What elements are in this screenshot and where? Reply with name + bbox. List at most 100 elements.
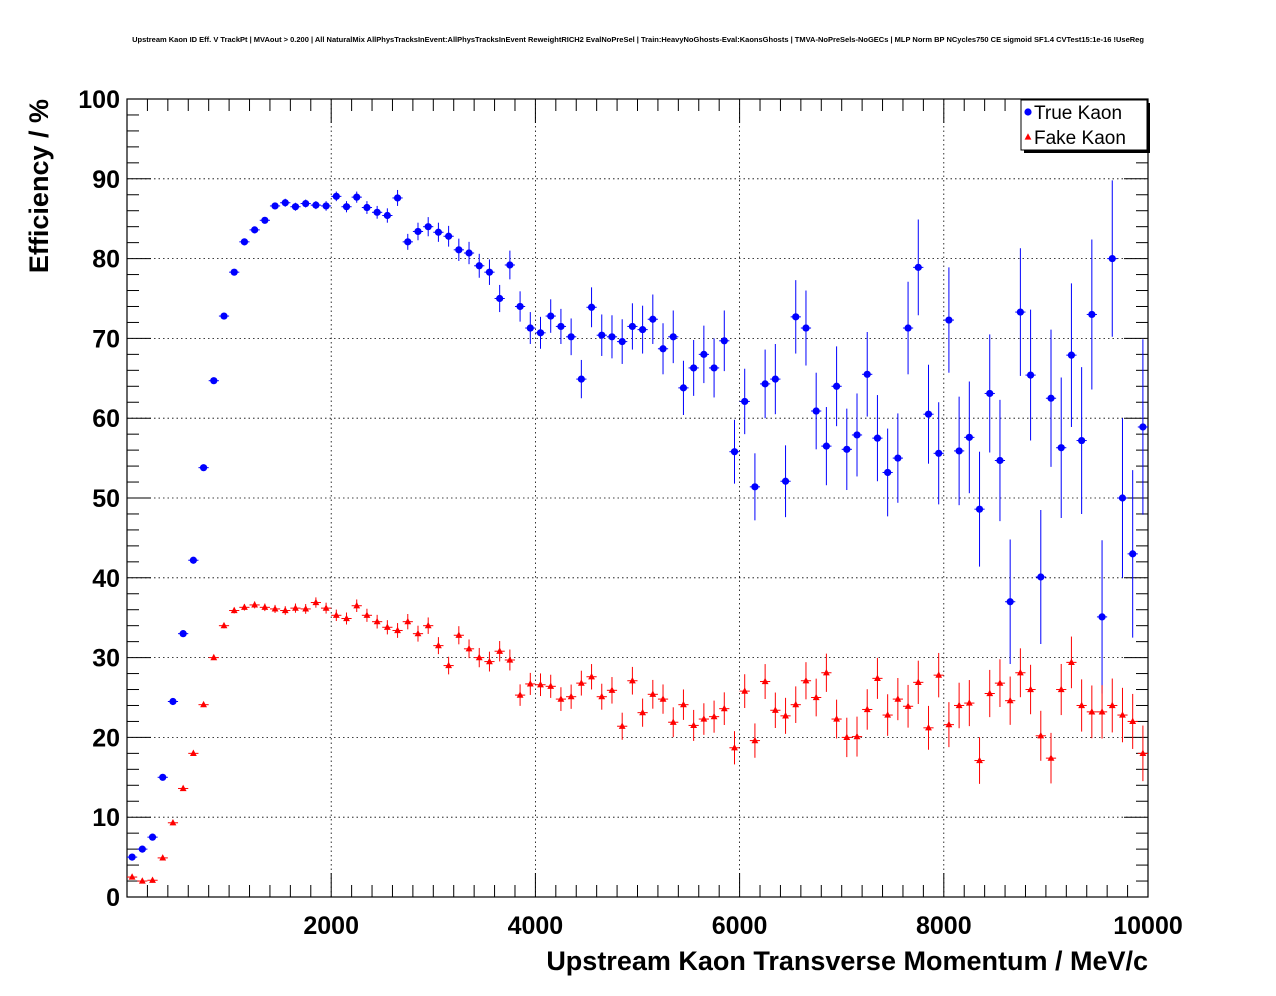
data-point bbox=[700, 350, 708, 358]
data-point bbox=[1078, 436, 1086, 445]
data-point bbox=[843, 445, 851, 453]
data-point bbox=[536, 329, 545, 337]
data-point bbox=[700, 715, 708, 722]
data-point bbox=[179, 784, 187, 792]
data-point bbox=[945, 720, 953, 728]
data-point bbox=[547, 312, 555, 320]
data-point bbox=[312, 201, 320, 209]
data-point bbox=[496, 647, 504, 654]
data-point bbox=[935, 449, 943, 457]
data-point bbox=[1016, 668, 1024, 676]
data-point bbox=[516, 691, 524, 698]
data-point bbox=[884, 468, 892, 477]
data-point bbox=[812, 407, 820, 415]
data-point bbox=[547, 682, 555, 689]
data-point bbox=[434, 228, 443, 236]
data-point bbox=[802, 676, 810, 684]
y-tick-label: 100 bbox=[78, 86, 120, 114]
data-point bbox=[302, 199, 310, 208]
data-point bbox=[669, 718, 677, 725]
data-point bbox=[506, 261, 514, 269]
data-point bbox=[302, 605, 310, 612]
data-point bbox=[741, 687, 749, 694]
data-point bbox=[1088, 310, 1096, 319]
y-tick-label: 90 bbox=[92, 166, 120, 194]
data-point bbox=[771, 375, 779, 383]
data-point bbox=[822, 442, 830, 450]
data-point bbox=[557, 695, 565, 702]
data-point bbox=[996, 679, 1004, 686]
data-point bbox=[894, 695, 902, 702]
data-point bbox=[1016, 308, 1024, 316]
data-point bbox=[588, 672, 595, 680]
data-point bbox=[342, 203, 351, 211]
data-point bbox=[986, 689, 994, 697]
legend-label-1: True Kaon bbox=[1034, 103, 1122, 124]
data-point bbox=[1037, 573, 1045, 581]
data-point bbox=[802, 324, 810, 332]
data-point bbox=[169, 697, 177, 706]
data-point bbox=[710, 364, 718, 372]
data-point bbox=[1129, 550, 1137, 558]
data-point bbox=[220, 621, 228, 629]
data-point bbox=[649, 690, 657, 697]
data-point bbox=[965, 699, 973, 706]
data-point bbox=[782, 712, 789, 719]
data-point bbox=[1139, 749, 1147, 756]
data-point bbox=[537, 680, 544, 688]
series-fake-kaon bbox=[127, 597, 1148, 884]
data-point bbox=[526, 680, 534, 687]
data-point bbox=[863, 370, 871, 378]
data-point bbox=[189, 556, 197, 564]
data-point bbox=[955, 701, 963, 709]
data-point bbox=[904, 702, 912, 709]
data-point bbox=[833, 715, 840, 722]
data-point bbox=[751, 483, 759, 491]
data-point bbox=[128, 853, 136, 861]
data-point bbox=[771, 706, 779, 713]
data-point bbox=[873, 434, 882, 442]
data-point bbox=[1098, 613, 1106, 621]
y-tick-label: 30 bbox=[92, 645, 120, 673]
data-point bbox=[761, 677, 769, 685]
data-point bbox=[1006, 696, 1014, 704]
data-point bbox=[424, 223, 432, 231]
data-point bbox=[241, 603, 248, 610]
data-point bbox=[710, 712, 718, 720]
data-point bbox=[404, 617, 412, 625]
data-point bbox=[496, 294, 504, 303]
data-point bbox=[618, 722, 626, 729]
data-point bbox=[935, 671, 943, 678]
data-point bbox=[271, 605, 279, 612]
data-point bbox=[690, 721, 698, 729]
legend-label-2: Fake Kaon bbox=[1034, 128, 1126, 149]
data-point bbox=[383, 623, 391, 630]
x-tick-label: 8000 bbox=[916, 912, 972, 940]
data-point bbox=[567, 692, 575, 700]
data-point bbox=[1129, 717, 1137, 725]
data-point bbox=[435, 641, 442, 649]
y-axis-label: Efficiency / % bbox=[24, 99, 54, 273]
data-point bbox=[475, 653, 483, 661]
data-point bbox=[322, 604, 330, 611]
data-point bbox=[1098, 708, 1106, 715]
data-point bbox=[148, 833, 157, 841]
data-point bbox=[1108, 701, 1116, 709]
data-point bbox=[924, 410, 933, 418]
data-point bbox=[343, 614, 350, 622]
data-point bbox=[1108, 255, 1116, 263]
data-point bbox=[404, 238, 412, 246]
data-point bbox=[486, 657, 493, 665]
data-point bbox=[1047, 394, 1055, 402]
data-point bbox=[138, 877, 146, 884]
data-point bbox=[914, 263, 922, 271]
legend: True Kaon Fake Kaon bbox=[1020, 99, 1150, 153]
data-point bbox=[281, 606, 289, 614]
data-point bbox=[240, 238, 249, 246]
data-point bbox=[628, 676, 636, 684]
data-point bbox=[976, 756, 983, 764]
data-point bbox=[353, 193, 361, 201]
data-point bbox=[445, 232, 453, 240]
data-point bbox=[894, 454, 902, 462]
